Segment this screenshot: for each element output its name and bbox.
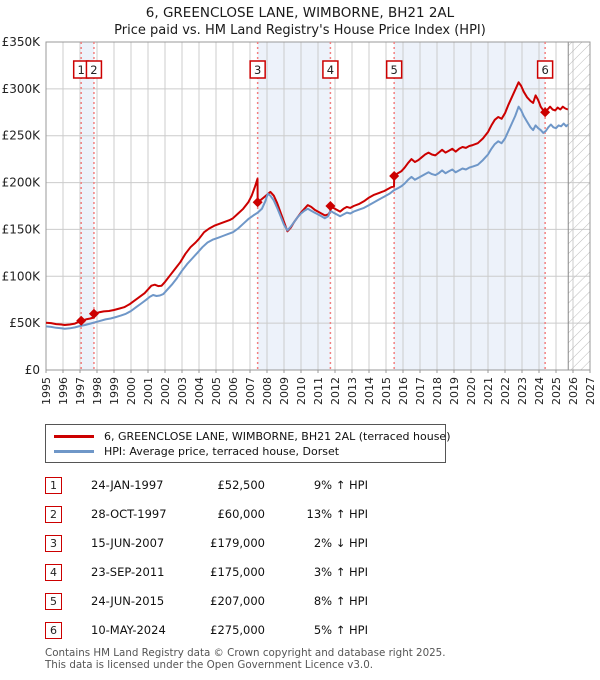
svg-text:£200K: £200K (2, 176, 42, 190)
svg-text:2018: 2018 (431, 377, 444, 405)
price-history-chart[interactable]: 1995 1996 1997 1998 1999 2000 2001 2002 2003 2004… (0, 0, 600, 418)
sale-number-badge: 5 (45, 593, 62, 610)
sale-number-badge: 3 (45, 535, 62, 552)
svg-text:2009: 2009 (278, 377, 291, 405)
svg-text:2025: 2025 (550, 377, 563, 405)
svg-text:4: 4 (327, 63, 334, 77)
sale-hpi-comparison: 2% ↓ HPI (313, 536, 368, 550)
svg-text:2021: 2021 (482, 377, 495, 405)
sale-date: 15-JUN-2007 (91, 536, 165, 550)
sale-number-badge: 1 (45, 477, 62, 494)
table-row: 6 10-MAY-2024 £275,000 5% ↑ HPI (0, 622, 600, 639)
page-subtitle: Price paid vs. HM Land Registry's House … (114, 23, 486, 38)
svg-text:1995: 1995 (40, 377, 53, 405)
table-row: 1 24-JAN-1997 £52,500 9% ↑ HPI (0, 477, 600, 494)
legend-item-hpi: HPI: Average price, terraced house, Dors… (52, 444, 445, 459)
svg-text:2022: 2022 (499, 377, 512, 405)
sale-number-badge: 2 (45, 506, 62, 523)
license-line-2: This data is licensed under the Open Gov… (45, 658, 374, 671)
svg-text:2000: 2000 (125, 377, 138, 405)
svg-text:£100K: £100K (2, 269, 42, 283)
svg-text:5: 5 (390, 63, 397, 77)
sale-hpi-comparison: 8% ↑ HPI (313, 594, 368, 608)
svg-text:2001: 2001 (142, 377, 155, 405)
svg-text:£300K: £300K (2, 82, 42, 96)
sale-number-badge: 6 (45, 622, 62, 639)
svg-text:2019: 2019 (448, 377, 461, 405)
sale-date: 10-MAY-2024 (91, 623, 166, 637)
svg-text:2007: 2007 (244, 377, 257, 405)
table-row: 4 23-SEP-2011 £175,000 3% ↑ HPI (0, 564, 600, 581)
svg-text:2: 2 (90, 63, 97, 77)
svg-text:1: 1 (78, 63, 85, 77)
svg-text:2026: 2026 (567, 377, 580, 405)
svg-text:1998: 1998 (91, 377, 104, 405)
sale-price: £207,000 (210, 594, 265, 608)
hpi-line-swatch (54, 450, 94, 453)
svg-text:2010: 2010 (295, 377, 308, 405)
svg-text:2003: 2003 (176, 377, 189, 405)
svg-text:3: 3 (254, 63, 261, 77)
sale-date: 28-OCT-1997 (91, 507, 167, 521)
table-row: 5 24-JUN-2015 £207,000 8% ↑ HPI (0, 593, 600, 610)
svg-text:£50K: £50K (9, 316, 41, 330)
legend-label-hpi: HPI: Average price, terraced house, Dors… (104, 445, 340, 458)
svg-text:2024: 2024 (533, 377, 546, 405)
sale-date: 24-JUN-2015 (91, 594, 165, 608)
svg-text:2020: 2020 (465, 377, 478, 405)
svg-text:2011: 2011 (312, 377, 325, 405)
svg-text:2017: 2017 (414, 377, 427, 405)
svg-text:2014: 2014 (363, 377, 376, 405)
table-row: 3 15-JUN-2007 £179,000 2% ↓ HPI (0, 535, 600, 552)
sale-hpi-comparison: 3% ↑ HPI (313, 565, 368, 579)
sale-price: £52,500 (217, 478, 265, 492)
svg-text:2012: 2012 (329, 377, 342, 405)
sale-price: £179,000 (210, 536, 265, 550)
svg-text:1999: 1999 (108, 377, 121, 405)
sale-date: 23-SEP-2011 (91, 565, 165, 579)
license-line-1: Contains HM Land Registry data © Crown c… (45, 647, 446, 659)
sale-number-badge: 4 (45, 564, 62, 581)
table-row: 2 28-OCT-1997 £60,000 13% ↑ HPI (0, 506, 600, 523)
svg-text:1996: 1996 (57, 377, 70, 405)
svg-text:2016: 2016 (397, 377, 410, 405)
sale-hpi-comparison: 13% ↑ HPI (306, 507, 368, 521)
legend-item-property: 6, GREENCLOSE LANE, WIMBORNE, BH21 2AL (… (52, 429, 451, 444)
property-line-swatch (54, 435, 94, 438)
svg-text:2005: 2005 (210, 377, 223, 405)
sale-hpi-comparison: 9% ↑ HPI (313, 478, 368, 492)
sale-hpi-comparison: 5% ↑ HPI (313, 623, 368, 637)
sale-date: 24-JAN-1997 (91, 478, 164, 492)
svg-text:£250K: £250K (2, 129, 42, 143)
svg-text:1997: 1997 (74, 377, 87, 405)
svg-text:6: 6 (541, 63, 548, 77)
svg-text:2013: 2013 (346, 377, 359, 405)
sale-price: £60,000 (217, 507, 265, 521)
svg-text:2015: 2015 (380, 377, 393, 405)
page-title: 6, GREENCLOSE LANE, WIMBORNE, BH21 2AL (145, 5, 455, 21)
chart-legend: 6, GREENCLOSE LANE, WIMBORNE, BH21 2AL (… (45, 424, 451, 463)
svg-text:£0: £0 (25, 363, 40, 377)
license-note: Contains HM Land Registry data © Crown c… (45, 647, 585, 671)
svg-text:£150K: £150K (2, 222, 42, 236)
svg-text:2027: 2027 (584, 377, 597, 405)
svg-text:2004: 2004 (193, 377, 206, 405)
legend-label-property: 6, GREENCLOSE LANE, WIMBORNE, BH21 2AL (… (104, 430, 451, 443)
svg-text:2002: 2002 (159, 377, 172, 405)
svg-text:2006: 2006 (227, 377, 240, 405)
sale-price: £275,000 (210, 623, 265, 637)
svg-text:2008: 2008 (261, 377, 274, 405)
sale-price: £175,000 (210, 565, 265, 579)
svg-text:2023: 2023 (516, 377, 529, 405)
svg-text:£350K: £350K (2, 35, 42, 49)
